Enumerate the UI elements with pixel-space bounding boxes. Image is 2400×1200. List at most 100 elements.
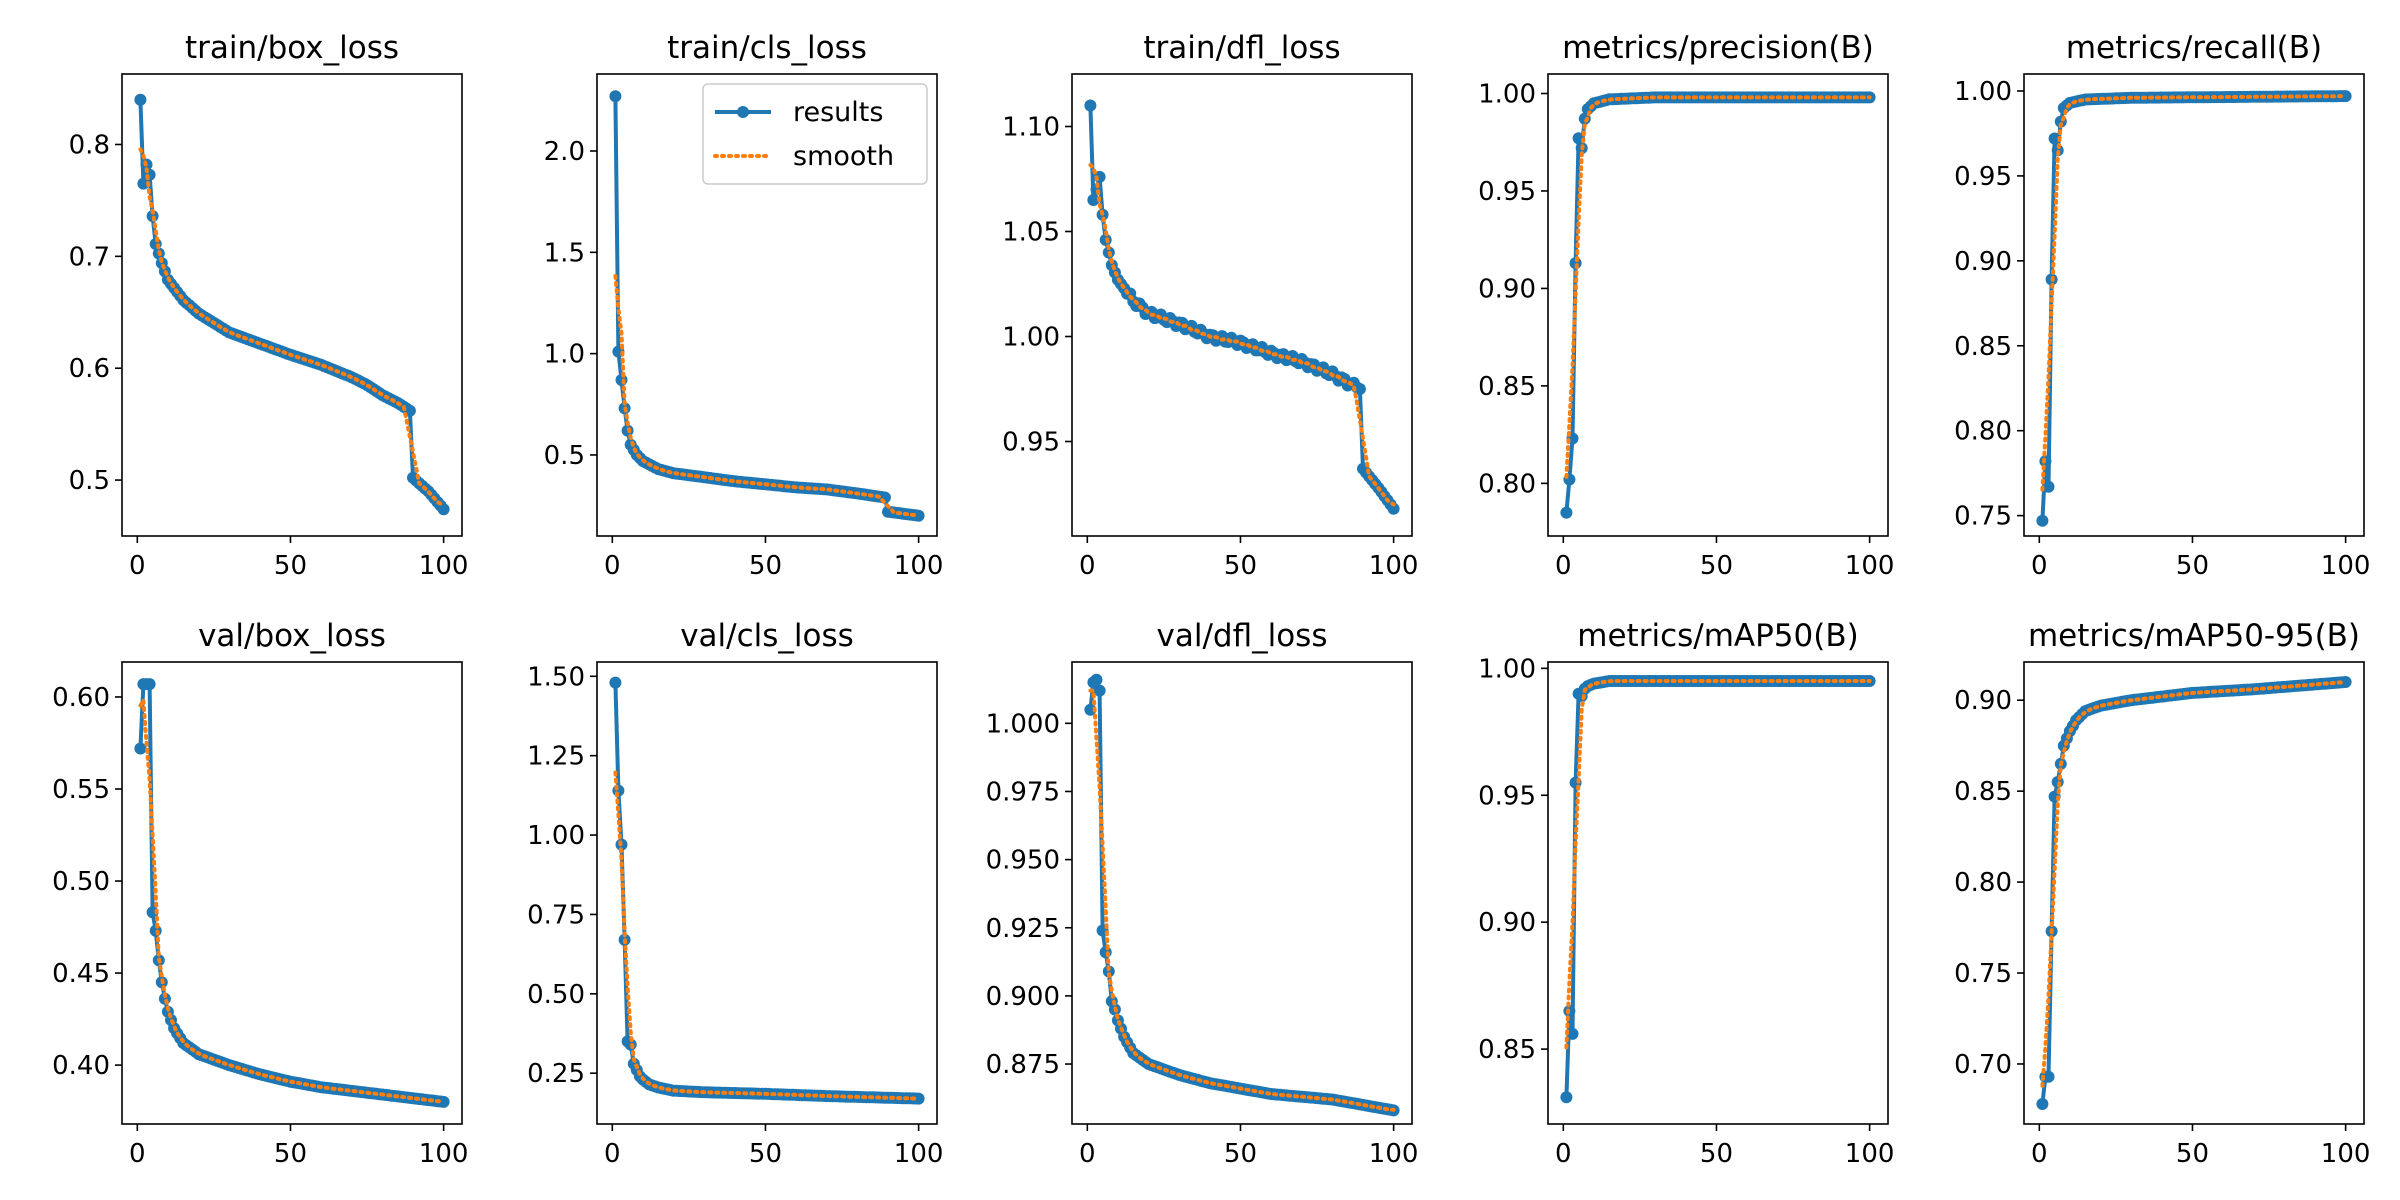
axes-frame [2023, 661, 2365, 1125]
axes-frame [2023, 73, 2365, 537]
x-tick-label: 0 [1555, 551, 1572, 581]
y-tick-label: 0.60 [52, 683, 110, 713]
y-tick-label: 0.75 [527, 900, 585, 930]
x-tick-label: 50 [1224, 551, 1257, 581]
results-point [1353, 383, 1366, 395]
y-tick-label: 0.950 [986, 846, 1060, 876]
subplot-val-cls-loss: 0 50 100 0.25 0.50 0.75 1.00 1.25 1.50 val/cls_lo… [527, 618, 943, 1169]
results-line [1564, 95, 1870, 513]
y-tick-label: 0.90 [1954, 247, 2012, 277]
results-point [134, 93, 147, 106]
axes-frame [1547, 661, 1889, 1125]
x-tick-label: 0 [1079, 1139, 1096, 1169]
y-tick-label: 0.85 [1478, 1035, 1536, 1065]
x-tick-label: 0 [129, 551, 146, 581]
x-tick-label: 100 [1369, 551, 1419, 581]
y-tick-label: 0.55 [52, 775, 110, 805]
y-tick-label: 1.25 [527, 742, 585, 772]
y-tick-label: 0.95 [1002, 428, 1060, 458]
legend: results smooth [702, 83, 928, 185]
y-tick-label: 0.70 [1954, 1050, 2012, 1080]
smooth-line [1088, 688, 1396, 1112]
results-point [2042, 1070, 2055, 1083]
y-tick-label: 0.8 [69, 130, 110, 160]
axes-frame [596, 661, 938, 1125]
legend-results-marker [737, 106, 749, 118]
results-line [2040, 680, 2346, 1105]
x-tick-label: 100 [1845, 1139, 1895, 1169]
results-point [143, 678, 156, 691]
x-tick-label: 0 [129, 1139, 146, 1169]
x-tick-label: 50 [2176, 551, 2209, 581]
y-tick-label: 1.05 [1002, 218, 1060, 248]
axes-frame [121, 661, 463, 1125]
smooth-line [1564, 679, 1872, 1050]
subplot-train-box-loss: 0 50 100 0.5 0.6 0.7 0.8 train/box_loss [69, 30, 469, 581]
subplot-val-dfl-loss: 0 50 100 0.875 0.900 0.925 0.950 0.975 1.000 val/… [986, 618, 1419, 1169]
x-tick-label: 0 [1555, 1139, 1572, 1169]
subplot-title: val/box_loss [198, 618, 386, 654]
y-tick-label: 0.90 [1954, 686, 2012, 716]
smooth-line [1088, 163, 1396, 507]
y-tick-label: 1.00 [1478, 79, 1536, 109]
subplot-title: val/cls_loss [680, 618, 854, 654]
smooth-line [1564, 95, 1872, 479]
results-point [2036, 514, 2049, 527]
smooth-line [2040, 680, 2348, 1088]
y-tick-label: 0.40 [52, 1051, 110, 1081]
smooth-line [138, 693, 446, 1104]
y-tick-label: 0.5 [544, 441, 585, 471]
y-tick-label: 1.0 [544, 340, 585, 370]
results-line [1564, 679, 1870, 1098]
legend-box [702, 83, 928, 185]
results-point [1084, 703, 1097, 716]
legend-results-label: results [793, 97, 883, 128]
results-point [1084, 99, 1097, 112]
results-point [1093, 684, 1106, 697]
axes-frame [121, 73, 463, 537]
y-tick-label: 0.925 [986, 914, 1060, 944]
x-tick-label: 50 [274, 551, 307, 581]
results-point [2042, 480, 2055, 493]
results-point [1566, 1027, 1579, 1040]
smooth-line [138, 147, 446, 508]
x-tick-label: 100 [894, 551, 944, 581]
y-tick-label: 1.5 [544, 238, 585, 268]
y-tick-label: 0.50 [52, 867, 110, 897]
x-tick-label: 50 [1224, 1139, 1257, 1169]
results-point [912, 1092, 925, 1105]
subplot-title: metrics/mAP50-95(B) [2028, 618, 2360, 654]
results-point [1087, 194, 1100, 206]
y-tick-label: 0.90 [1478, 908, 1536, 938]
y-tick-label: 0.85 [1954, 777, 2012, 807]
x-tick-label: 0 [604, 1139, 621, 1169]
x-tick-label: 100 [2321, 551, 2371, 581]
subplot-metrics-precision-b: 0 50 100 0.80 0.85 0.90 0.95 1.00 metrics/precis… [1478, 30, 1894, 581]
subplot-val-box-loss: 0 50 100 0.40 0.45 0.50 0.55 0.60 val/box_loss [52, 618, 468, 1169]
results-line [613, 682, 919, 1101]
results-point [1387, 502, 1400, 515]
y-tick-label: 1.10 [1002, 113, 1060, 143]
y-tick-label: 0.75 [1954, 959, 2012, 989]
y-tick-label: 1.00 [1478, 654, 1536, 684]
y-tick-label: 0.50 [527, 980, 585, 1010]
subplot-metrics-map50-b: 0 50 100 0.85 0.90 0.95 1.00 metrics/mAP50(B) [1478, 618, 1894, 1169]
results-point [1560, 506, 1573, 519]
subplot-title: train/cls_loss [667, 30, 867, 66]
x-tick-label: 50 [1700, 1139, 1733, 1169]
y-tick-label: 1.00 [1002, 323, 1060, 353]
x-tick-label: 100 [894, 1139, 944, 1169]
axes-frame [1071, 661, 1413, 1125]
results-point [609, 90, 622, 103]
smooth-line [613, 274, 921, 518]
x-tick-label: 50 [1700, 551, 1733, 581]
subplot-title: metrics/mAP50(B) [1577, 618, 1858, 654]
x-tick-label: 0 [604, 551, 621, 581]
y-tick-label: 1.00 [1954, 77, 2012, 107]
smooth-line [613, 770, 921, 1101]
y-tick-label: 0.80 [1954, 417, 2012, 447]
results-point [134, 742, 147, 755]
x-tick-label: 50 [749, 551, 782, 581]
